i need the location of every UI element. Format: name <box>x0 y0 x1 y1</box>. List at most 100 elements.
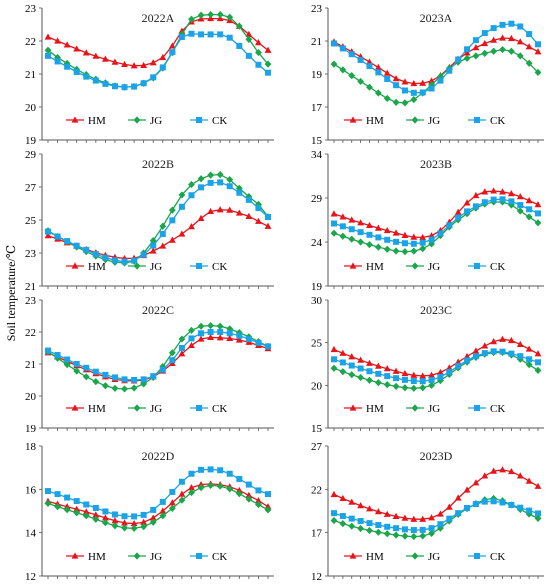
panel-title: 2022C <box>142 303 174 317</box>
data-point-ck <box>131 83 138 90</box>
y-tick-label: 23 <box>25 3 37 15</box>
data-point-hm <box>481 39 489 47</box>
legend-label-ck: CK <box>490 551 505 563</box>
data-point-jg <box>366 526 373 535</box>
y-tick-label: 15 <box>311 135 323 147</box>
panel-2022a: 19 20 21 22 23 2022A HM JG CK <box>25 3 274 147</box>
panel-title: 2022D <box>142 449 175 463</box>
data-point-jg <box>197 484 205 492</box>
data-point-ck <box>245 196 252 203</box>
data-point-ck <box>159 231 166 238</box>
data-point-ck <box>357 56 364 63</box>
data-point-hm <box>207 333 215 341</box>
data-point-ck <box>428 85 435 92</box>
data-point-ck <box>169 217 176 224</box>
data-point-ck <box>121 376 128 383</box>
panel-2023b: 19 24 29 34 2023B HM JG CK <box>311 149 544 293</box>
data-point-ck <box>410 240 417 247</box>
data-point-ck <box>217 467 224 474</box>
panel-title: 2023B <box>420 157 452 171</box>
data-point-ck <box>393 238 400 245</box>
data-point-hm <box>374 63 382 70</box>
data-point-ck <box>419 378 426 385</box>
y-tick-label: 20 <box>25 102 37 114</box>
data-point-ck <box>446 222 453 229</box>
data-point-hm <box>235 336 243 343</box>
data-point-hm <box>428 371 435 378</box>
data-point-jg <box>207 11 215 19</box>
data-point-ck <box>526 356 533 363</box>
data-point-hm <box>357 356 365 363</box>
y-tick-label: 12 <box>311 571 322 583</box>
legend-label-hm: HM <box>366 115 384 127</box>
data-point-hm <box>392 75 400 82</box>
data-point-hm <box>101 514 109 521</box>
data-point-hm <box>490 187 498 194</box>
data-point-jg <box>419 384 427 392</box>
data-point-jg <box>130 384 138 392</box>
data-point-hm <box>245 491 253 498</box>
data-point-jg <box>525 361 533 369</box>
data-point-ck <box>83 247 90 254</box>
data-point-jg <box>366 376 373 384</box>
legend-marker-ck <box>474 263 480 269</box>
data-point-jg <box>149 518 157 526</box>
data-point-ck <box>375 522 382 529</box>
legend-label-ck: CK <box>490 403 505 415</box>
data-point-ck <box>339 359 346 366</box>
data-point-hm <box>374 362 382 369</box>
data-point-ck <box>393 525 400 532</box>
legend-marker-hm <box>349 404 357 411</box>
legend-label-hm: HM <box>88 115 106 127</box>
data-point-hm <box>149 514 157 521</box>
data-point-ck <box>508 20 515 27</box>
y-tick-label: 23 <box>25 295 37 307</box>
legend-label-jg: JG <box>428 261 440 273</box>
series-line-jg <box>47 173 269 264</box>
data-point-hm <box>44 232 52 239</box>
data-point-hm <box>197 214 205 221</box>
data-point-ck <box>54 352 61 359</box>
data-point-ck <box>140 251 147 258</box>
data-point-ck <box>131 513 138 520</box>
data-point-hm <box>73 45 81 52</box>
legend-marker-hm <box>349 262 357 269</box>
legend-label-jg: JG <box>428 403 440 415</box>
legend-marker-ck <box>196 263 202 269</box>
data-point-hm <box>410 233 418 240</box>
data-point-ck <box>499 348 506 355</box>
data-point-ck <box>236 42 243 49</box>
data-point-hm <box>525 477 533 484</box>
data-point-hm <box>159 507 167 514</box>
data-point-hm <box>534 482 542 489</box>
data-point-hm <box>226 206 234 213</box>
data-point-hm <box>178 350 186 357</box>
data-point-hm <box>130 519 138 527</box>
data-point-ck <box>178 203 185 210</box>
legend-marker-hm <box>349 116 357 123</box>
data-point-ck <box>455 510 462 517</box>
series-line-hm <box>333 37 539 85</box>
data-point-ck <box>188 470 195 477</box>
data-point-ck <box>357 517 364 524</box>
data-point-ck <box>339 513 346 520</box>
data-point-hm <box>255 497 262 504</box>
data-point-hm <box>383 365 391 372</box>
data-point-ck <box>169 488 176 495</box>
data-point-jg <box>348 371 356 379</box>
data-point-ck <box>207 329 214 335</box>
data-point-ck <box>384 75 391 82</box>
data-point-hm <box>264 222 272 229</box>
data-point-ck <box>226 183 233 190</box>
legend-marker-hm <box>71 404 79 411</box>
data-point-ck <box>245 336 252 343</box>
data-point-jg <box>188 15 195 23</box>
data-point-hm <box>516 38 524 45</box>
data-point-hm <box>481 342 489 349</box>
data-point-jg <box>235 22 243 30</box>
data-point-jg <box>428 381 435 389</box>
data-point-jg <box>159 512 167 520</box>
legend-label-hm: HM <box>88 551 106 563</box>
data-point-ck <box>131 377 138 383</box>
